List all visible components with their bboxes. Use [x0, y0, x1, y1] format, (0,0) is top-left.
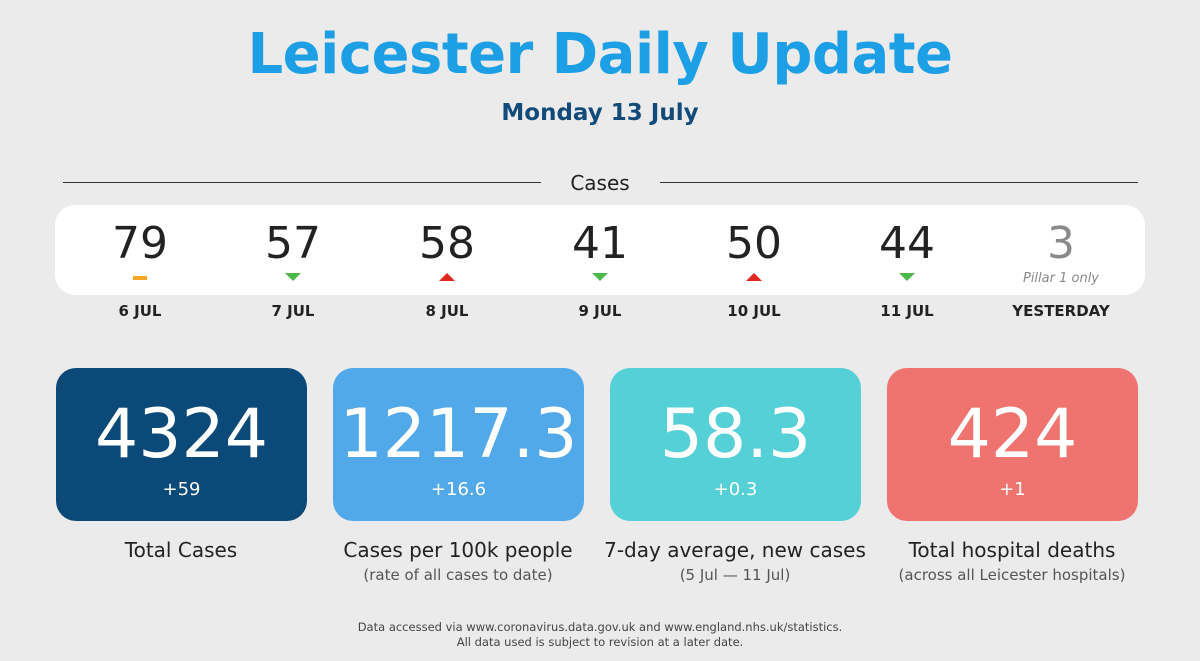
- seven-day-average-label: 7-day average, new cases: [604, 538, 866, 562]
- cases-per-100k-sublabel: (rate of all cases to date): [363, 566, 553, 584]
- page-date: Monday 13 July: [501, 100, 699, 126]
- section-divider-left: [63, 182, 541, 183]
- day-cases-value: 50: [726, 218, 782, 269]
- page-title: Leicester Daily Update: [247, 22, 953, 87]
- section-title-cases: Cases: [570, 171, 630, 195]
- cases-per-100k-value: 1217.3: [339, 395, 578, 474]
- day-date-label: 9 JUL: [578, 302, 622, 320]
- day-cases-value: 57: [265, 218, 321, 269]
- hospital-deaths-value: 424: [947, 395, 1078, 474]
- trend-up-icon: [746, 273, 762, 281]
- total-cases-delta: +59: [162, 479, 201, 500]
- day-cases-value: 44: [879, 218, 935, 269]
- hospital-deaths-delta: +1: [999, 479, 1026, 500]
- hospital-deaths-label: Total hospital deaths: [908, 538, 1116, 562]
- trend-down-icon: [285, 273, 301, 281]
- seven-day-average-card: 58.3 +0.3: [610, 368, 861, 521]
- seven-day-average-sublabel: (5 Jul — 11 Jul): [679, 566, 791, 584]
- day-date-label: YESTERDAY: [1012, 302, 1110, 320]
- day-date-label: 8 JUL: [425, 302, 469, 320]
- daily-cases-panel: 79 57 58 41 50 44 3 Pillar 1 only: [55, 205, 1145, 295]
- trend-flat-icon: [133, 276, 147, 280]
- day-cases-value: 41: [572, 218, 628, 269]
- total-cases-card: 4324 +59: [56, 368, 307, 521]
- cases-per-100k-card: 1217.3 +16.6: [333, 368, 584, 521]
- day-date-label: 11 JUL: [880, 302, 934, 320]
- trend-up-icon: [439, 273, 455, 281]
- cases-per-100k-label: Cases per 100k people: [343, 538, 573, 562]
- footer-disclaimer: All data used is subject to revision at …: [456, 635, 744, 649]
- trend-down-icon: [899, 273, 915, 281]
- day-date-label: 10 JUL: [727, 302, 781, 320]
- hospital-deaths-sublabel: (across all Leicester hospitals): [898, 566, 1126, 584]
- day-cases-value: 3: [1047, 218, 1075, 269]
- total-cases-label: Total Cases: [124, 538, 238, 562]
- day-cases-value: 79: [112, 218, 168, 269]
- trend-down-icon: [592, 273, 608, 281]
- day-date-label: 7 JUL: [271, 302, 315, 320]
- footer-note: Data accessed via www.coronavirus.data.g…: [0, 620, 1200, 650]
- hospital-deaths-card: 424 +1: [887, 368, 1138, 521]
- footer-source: Data accessed via www.coronavirus.data.g…: [357, 620, 843, 634]
- pillar-note: Pillar 1 only: [1022, 271, 1100, 286]
- day-cases-value: 58: [419, 218, 475, 269]
- cases-per-100k-delta: +16.6: [430, 479, 487, 500]
- day-date-label: 6 JUL: [118, 302, 162, 320]
- seven-day-average-value: 58.3: [659, 395, 812, 474]
- seven-day-average-delta: +0.3: [713, 479, 758, 500]
- section-divider-right: [660, 182, 1138, 183]
- total-cases-value: 4324: [94, 395, 269, 474]
